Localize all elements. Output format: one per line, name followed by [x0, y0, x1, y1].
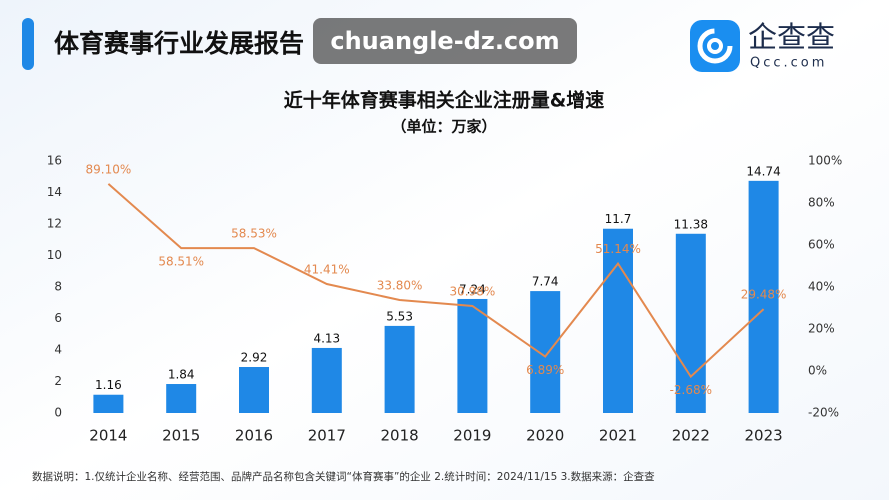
y-tick-label: 0 [54, 406, 62, 420]
y-tick-label: 6 [54, 311, 62, 325]
y2-tick-label: 60% [808, 238, 835, 252]
x-tick-label: 2023 [745, 427, 783, 445]
bar [311, 347, 342, 413]
bar-value-label: 5.53 [386, 309, 413, 323]
growth-label: 89.10% [86, 162, 132, 176]
x-tick-label: 2020 [526, 427, 564, 445]
y-tick-label: 16 [47, 154, 62, 168]
growth-label: 41.41% [304, 263, 350, 277]
y2-tick-label: 100% [808, 154, 842, 168]
footnote: 数据说明：1.仅统计企业名称、经营范围、品牌产品名称包含关键词“体育赛事”的企业… [32, 470, 655, 483]
x-tick-label: 2014 [89, 427, 127, 445]
growth-label: 29.48% [741, 288, 787, 302]
watermark: chuangle-dz.com [330, 27, 559, 55]
bar [748, 180, 779, 413]
report-title: 体育赛事行业发展报告 [54, 29, 304, 58]
y2-tick-label: -20% [808, 406, 839, 420]
x-tick-label: 2022 [672, 427, 710, 445]
y-tick-label: 8 [54, 280, 62, 294]
x-tick-label: 2015 [162, 427, 200, 445]
bar [384, 325, 415, 413]
growth-label: 6.89% [526, 363, 564, 377]
x-tick-label: 2021 [599, 427, 637, 445]
bar-value-label: 11.38 [674, 217, 708, 231]
bar [457, 298, 488, 413]
growth-label: 51.14% [595, 242, 641, 256]
bar [530, 291, 561, 413]
bar-value-label: 2.92 [241, 351, 268, 365]
bar-value-label: 1.16 [95, 378, 122, 392]
chart-subtitle: （单位：万家） [391, 118, 496, 136]
growth-label: 58.53% [231, 227, 277, 241]
logo-name: 企查查 [748, 20, 835, 54]
x-tick-label: 2016 [235, 427, 273, 445]
bar [239, 367, 269, 413]
bar-value-label: 14.74 [746, 164, 780, 178]
bar-value-label: 7.24 [459, 282, 486, 296]
y2-tick-label: 20% [808, 322, 835, 336]
bar-value-label: 1.84 [168, 368, 195, 382]
logo-mark [707, 38, 723, 54]
y2-tick-label: 0% [808, 364, 827, 378]
logo-site: Qcc.com [750, 56, 827, 71]
y-tick-label: 12 [47, 217, 62, 231]
bar [675, 233, 706, 413]
y-tick-label: 2 [54, 374, 62, 388]
bar-value-label: 4.13 [313, 331, 340, 345]
chart-title: 近十年体育赛事相关企业注册量&增速 [284, 89, 605, 112]
x-tick-label: 2017 [308, 427, 346, 445]
logo-mark [697, 28, 733, 64]
growth-label: 30.98% [450, 284, 496, 298]
bar [166, 384, 197, 413]
y-tick-label: 4 [54, 343, 62, 357]
bar-value-label: 7.74 [532, 275, 559, 289]
bar-value-label: 11.7 [605, 212, 632, 226]
growth-label: 33.80% [377, 279, 423, 293]
growth-label: 58.51% [158, 255, 204, 269]
growth-label: -2.68% [670, 383, 712, 397]
y2-tick-label: 80% [808, 196, 835, 210]
bar [93, 394, 124, 413]
x-tick-label: 2019 [453, 427, 491, 445]
y2-tick-label: 40% [808, 280, 835, 294]
y-tick-label: 14 [47, 185, 62, 199]
title-accent [22, 18, 34, 70]
logo-icon [690, 20, 740, 72]
x-tick-label: 2018 [381, 427, 419, 445]
watermark-box [313, 18, 577, 64]
y-tick-label: 10 [47, 248, 62, 262]
bar [603, 228, 633, 413]
growth-line [107, 183, 765, 379]
